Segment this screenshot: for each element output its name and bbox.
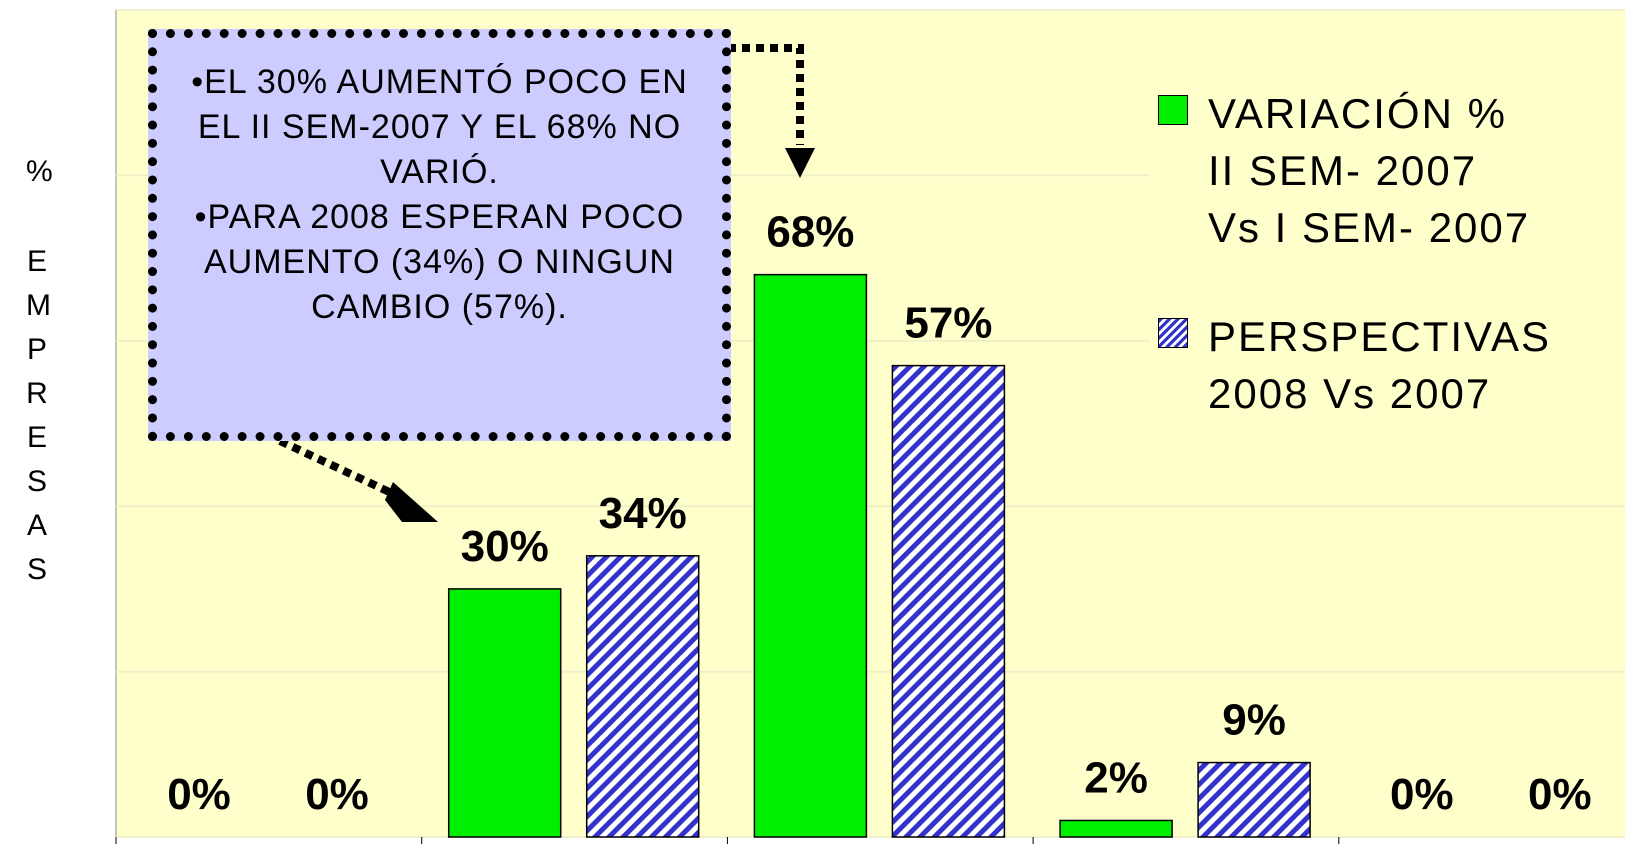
legend-label: PERSPECTIVAS 2008 Vs 2007 xyxy=(1208,313,1551,417)
bar xyxy=(1059,819,1173,838)
legend-label: VARIACIÓN % II SEM- 2007 Vs I SEM- 2007 xyxy=(1208,90,1531,251)
arrow-head xyxy=(785,148,815,178)
data-label: 68% xyxy=(766,208,854,257)
data-label: 0% xyxy=(1390,770,1454,819)
data-label: 0% xyxy=(305,770,369,819)
data-label: 30% xyxy=(461,522,549,571)
legend-swatch xyxy=(1158,95,1188,125)
legend-swatch xyxy=(1158,318,1188,348)
legend: VARIACIÓN % II SEM- 2007 Vs I SEM- 2007 P… xyxy=(1150,85,1625,465)
arrow xyxy=(278,437,400,500)
bar xyxy=(585,555,700,838)
bar xyxy=(447,588,562,838)
data-label: 0% xyxy=(1528,770,1592,819)
bar xyxy=(891,364,1006,838)
y-axis-label: EMPRESAS xyxy=(26,245,51,586)
data-label: 9% xyxy=(1222,696,1286,745)
arrow-head xyxy=(385,482,438,522)
bar xyxy=(1197,761,1311,838)
data-label: 57% xyxy=(904,299,992,348)
annotation-box: •EL 30% AUMENTÓ POCO EN EL II SEM-2007 Y… xyxy=(148,29,731,441)
annotation: •EL 30% AUMENTÓ POCO EN EL II SEM-2007 Y… xyxy=(191,63,688,191)
legend-item: PERSPECTIVAS 2008 Vs 2007 xyxy=(1150,308,1625,422)
annotation: •PARA 2008 ESPERAN POCO AUMENTO (34%) O … xyxy=(194,198,685,326)
bar xyxy=(753,273,868,838)
y-axis-label: % xyxy=(26,155,53,188)
data-label: 2% xyxy=(1084,753,1148,802)
data-label: 34% xyxy=(599,489,687,538)
arrow xyxy=(728,44,804,145)
data-label: 0% xyxy=(167,770,231,819)
legend-item: VARIACIÓN % II SEM- 2007 Vs I SEM- 2007 xyxy=(1150,85,1625,256)
